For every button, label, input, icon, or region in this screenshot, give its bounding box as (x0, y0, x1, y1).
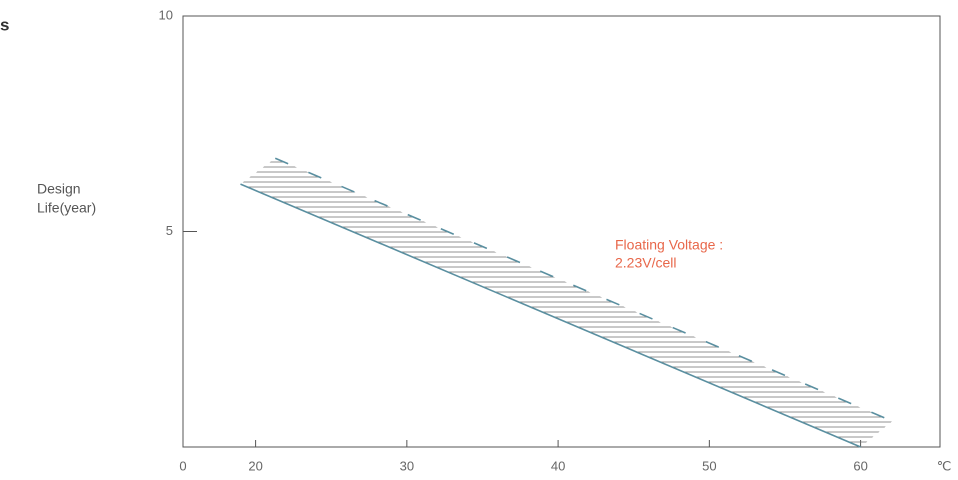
hatch-band (240, 158, 893, 448)
x-tick-label: 40 (551, 458, 565, 473)
x-tick-label: 20 (248, 458, 262, 473)
y-tick-label: 5 (166, 223, 173, 238)
annotation: 2.23V/cell (615, 255, 676, 271)
y-axis-label: Design (37, 181, 81, 197)
x-tick-label: 50 (702, 458, 716, 473)
x-tick-label: 30 (400, 458, 414, 473)
x-tick-label: 60 (853, 458, 867, 473)
boundary-line (274, 157, 893, 422)
x-axis-label: ℃ (937, 458, 952, 473)
header-fragment: s (0, 15, 9, 34)
y-axis-label: Life(year) (37, 200, 96, 216)
plot-frame (182, 15, 941, 448)
x-origin-label: 0 (179, 458, 186, 473)
annotation: Floating Voltage : (615, 237, 723, 253)
boundary-line (240, 183, 861, 448)
y-tick-label: 10 (159, 7, 173, 22)
